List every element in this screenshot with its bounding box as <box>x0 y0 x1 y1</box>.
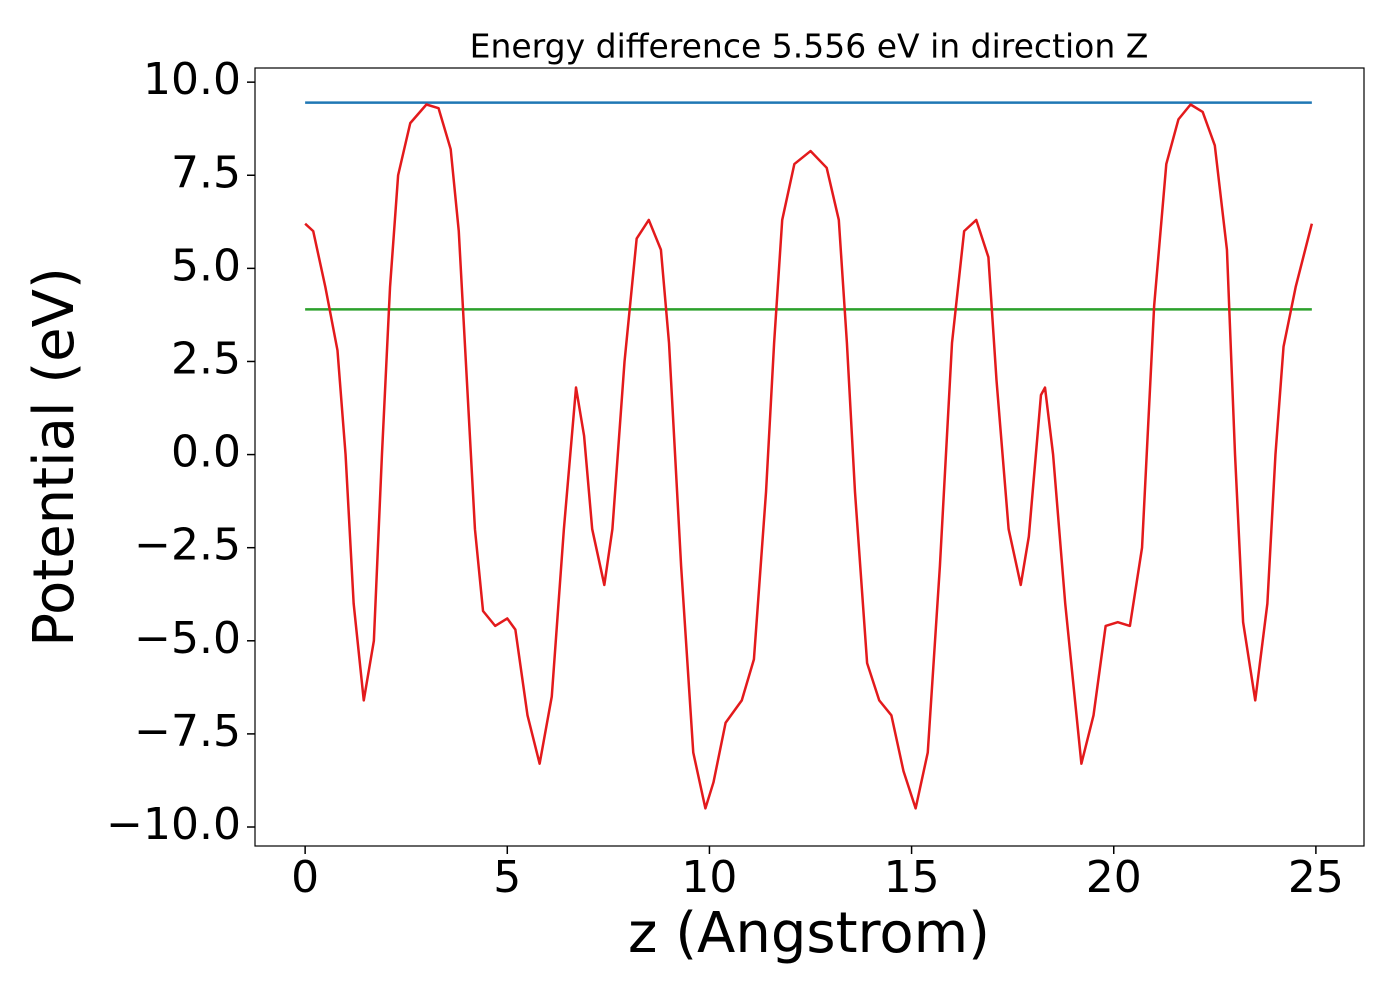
y-axis-label: Potential (eV) <box>22 267 87 647</box>
x-axis-label: z (Angstrom) <box>628 901 990 966</box>
y-tick-label: 2.5 <box>171 333 241 384</box>
x-tick-label: 20 <box>1086 852 1142 903</box>
x-tick-label: 5 <box>493 852 521 903</box>
data-line <box>304 103 1314 810</box>
y-tick-label: −7.5 <box>134 706 241 757</box>
x-tick-label: 25 <box>1288 852 1344 903</box>
x-tick-label: 15 <box>884 852 940 903</box>
y-tick-label: −2.5 <box>134 520 241 571</box>
y-tick-label: 7.5 <box>171 147 241 198</box>
x-tick-label: 0 <box>291 852 319 903</box>
y-tick-label: −5.0 <box>134 613 241 664</box>
y-tick-label: −10.0 <box>106 799 241 850</box>
x-tick-label: 10 <box>681 852 737 903</box>
y-tick-label: 5.0 <box>171 240 241 291</box>
y-tick-label: 0.0 <box>171 427 241 478</box>
plot-frame <box>254 67 1365 847</box>
y-tick-label: 10.0 <box>143 54 241 105</box>
chart-title: Energy difference 5.556 eV in direction … <box>470 27 1149 66</box>
